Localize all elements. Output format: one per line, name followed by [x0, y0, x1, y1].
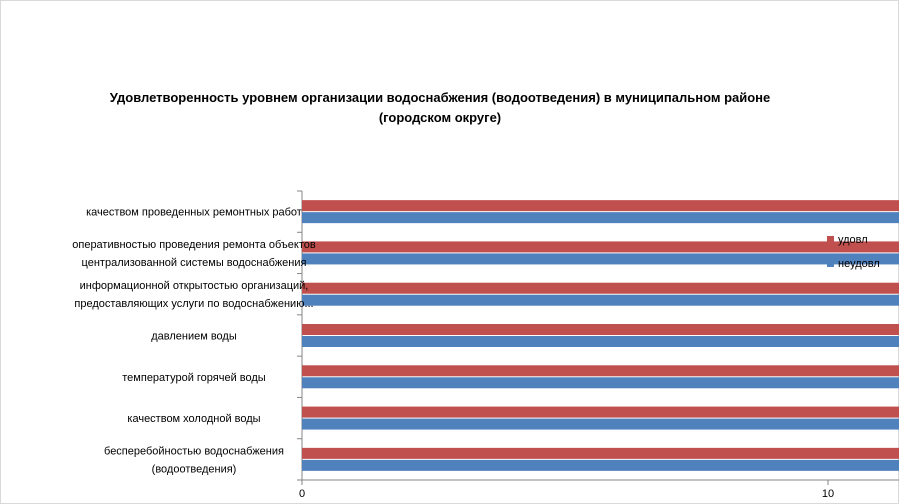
bar-unsatisfied: [302, 253, 899, 265]
chart-title-line-1: Удовлетворенность уровнем организации во…: [109, 90, 771, 105]
legend-label: неудовл: [838, 258, 880, 270]
category-label: бесперебойностью водоснабжения: [104, 445, 284, 457]
bar-satisfied: [302, 324, 899, 335]
legend-swatch: [827, 260, 834, 267]
bar-satisfied: [302, 365, 899, 377]
category-label: предоставляющих услуги по водоснабжению.…: [74, 298, 313, 310]
category-label: качеством холодной воды: [127, 413, 260, 425]
bar-satisfied: [302, 241, 899, 253]
chart-title-line-2: (городском округе): [378, 110, 502, 125]
chart-title: Удовлетворенность уровнем организации во…: [60, 88, 820, 128]
category-label: качеством проведенных ремонтных работ: [86, 207, 302, 219]
bar-satisfied: [302, 406, 899, 418]
bar-satisfied: [302, 200, 899, 212]
legend-label: удовл: [838, 234, 868, 246]
x-tick-label: 10: [822, 488, 834, 500]
bar-unsatisfied: [302, 459, 899, 471]
category-label: централизованной системы водоснабжения: [82, 257, 307, 269]
category-label: (водоотведения): [152, 463, 237, 475]
bar-unsatisfied: [302, 377, 899, 389]
bar-satisfied: [302, 282, 899, 294]
category-label: оперативностью проведения ремонта объект…: [72, 239, 316, 251]
bar-unsatisfied: [302, 418, 899, 430]
legend-swatch: [827, 236, 834, 243]
category-label: температурой горячей воды: [122, 372, 266, 384]
bar-unsatisfied: [302, 212, 899, 224]
x-tick-label: 0: [299, 488, 305, 500]
category-label: давлением воды: [151, 331, 237, 343]
bar-unsatisfied: [302, 336, 899, 347]
category-label: информационной открытостью организаций,: [80, 280, 309, 292]
bar-unsatisfied: [302, 294, 899, 306]
bar-satisfied: [302, 447, 899, 459]
